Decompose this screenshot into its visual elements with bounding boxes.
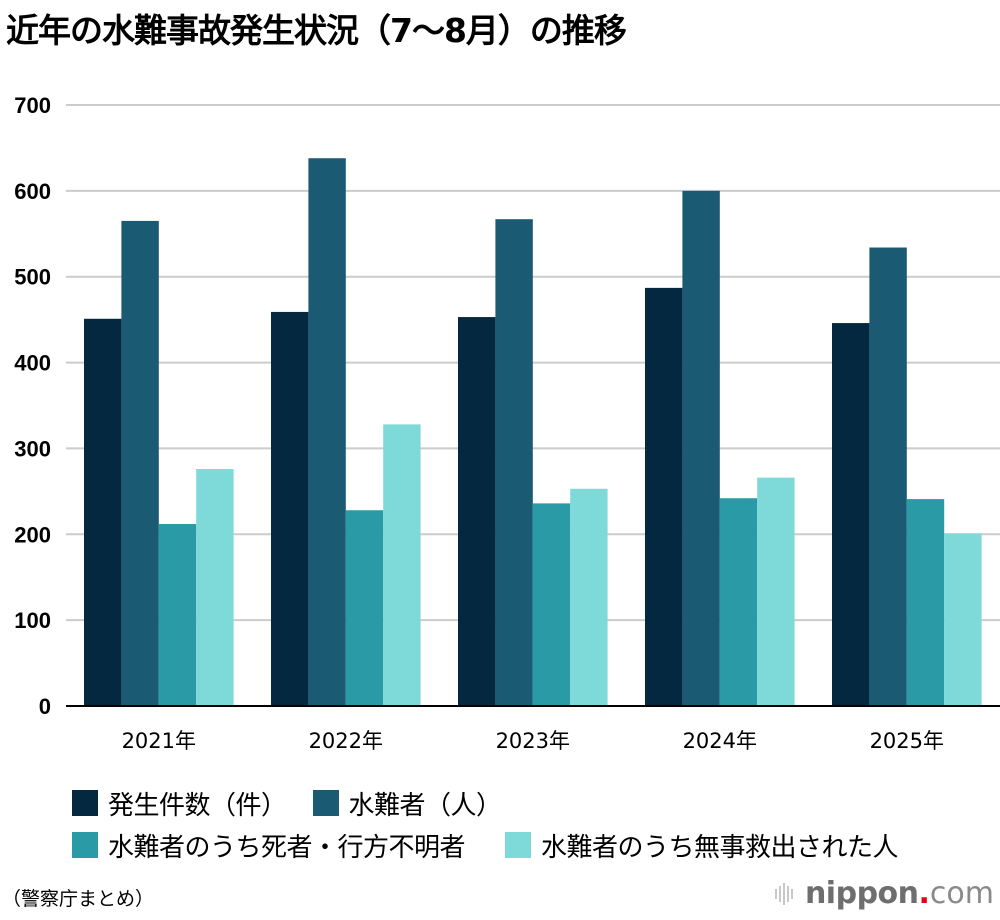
- y-tick-label: 100: [14, 608, 51, 633]
- legend-swatch: [505, 832, 532, 858]
- nippon-logo: nippon. com: [774, 876, 994, 911]
- y-tick-label: 700: [14, 93, 51, 118]
- legend-label: 発生件数（件）: [108, 790, 287, 821]
- bars: [84, 158, 982, 706]
- x-tick-label: 2024年: [683, 729, 757, 753]
- legend-label: 水難者のうち無事救出された人: [541, 832, 899, 863]
- legend-swatch: [72, 790, 98, 816]
- logo-dot: .: [918, 876, 930, 911]
- logo-tld: com: [929, 876, 994, 911]
- bar: [757, 477, 795, 706]
- bar: [158, 523, 197, 706]
- bar: [345, 510, 384, 706]
- y-tick-label: 200: [14, 522, 51, 547]
- bar: [458, 317, 496, 706]
- bar: [719, 498, 758, 706]
- logo-name: nippon: [804, 876, 919, 911]
- bar: [196, 469, 234, 706]
- x-axis-ticks: 2021年 2022年 2023年 2024年 2025年: [122, 729, 944, 753]
- legend-label: 水難者のうち死者・行方不明者: [108, 832, 466, 863]
- legend-item-dead-missing: 水難者のうち死者・行方不明者: [72, 827, 466, 864]
- bar: [271, 311, 309, 706]
- y-tick-label: 300: [14, 436, 51, 461]
- legend-swatch: [312, 790, 339, 816]
- y-tick-label: 500: [14, 265, 51, 290]
- bar: [645, 287, 683, 706]
- bar: [495, 219, 533, 706]
- legend-label: 水難者（人）: [348, 790, 503, 821]
- bar: [944, 533, 982, 706]
- bar: [682, 190, 720, 706]
- legend-swatch: [72, 832, 98, 858]
- bar: [383, 424, 421, 706]
- chart-title: 近年の水難事故発生状況（7〜8月）の推移: [6, 11, 627, 50]
- bar: [869, 247, 907, 706]
- bar: [532, 503, 571, 706]
- y-tick-label: 0: [39, 694, 51, 719]
- bar: [832, 323, 870, 706]
- y-tick-label: 600: [14, 179, 51, 204]
- x-tick-label: 2021年: [122, 729, 196, 753]
- bar: [906, 499, 945, 706]
- x-tick-label: 2023年: [496, 729, 570, 753]
- bar: [121, 220, 159, 706]
- bar: [308, 158, 346, 706]
- y-axis-ticks: 0 100 200 300 400 500 600 700: [14, 93, 51, 719]
- legend: 発生件数（件） 水難者（人） 水難者のうち死者・行方不明者 水難者のうち無事救出…: [72, 782, 992, 866]
- bar: [570, 488, 608, 706]
- legend-item-incidents: 発生件数（件）: [72, 785, 287, 822]
- source-note: （警察庁まとめ）: [2, 888, 155, 910]
- bar: [84, 318, 122, 706]
- sound-bars-icon: [774, 882, 795, 905]
- y-tick-label: 400: [14, 351, 51, 376]
- legend-item-victims: 水難者（人）: [312, 785, 503, 822]
- x-tick-label: 2025年: [870, 729, 944, 753]
- x-tick-label: 2022年: [309, 729, 383, 753]
- legend-item-rescued: 水難者のうち無事救出された人: [505, 827, 899, 864]
